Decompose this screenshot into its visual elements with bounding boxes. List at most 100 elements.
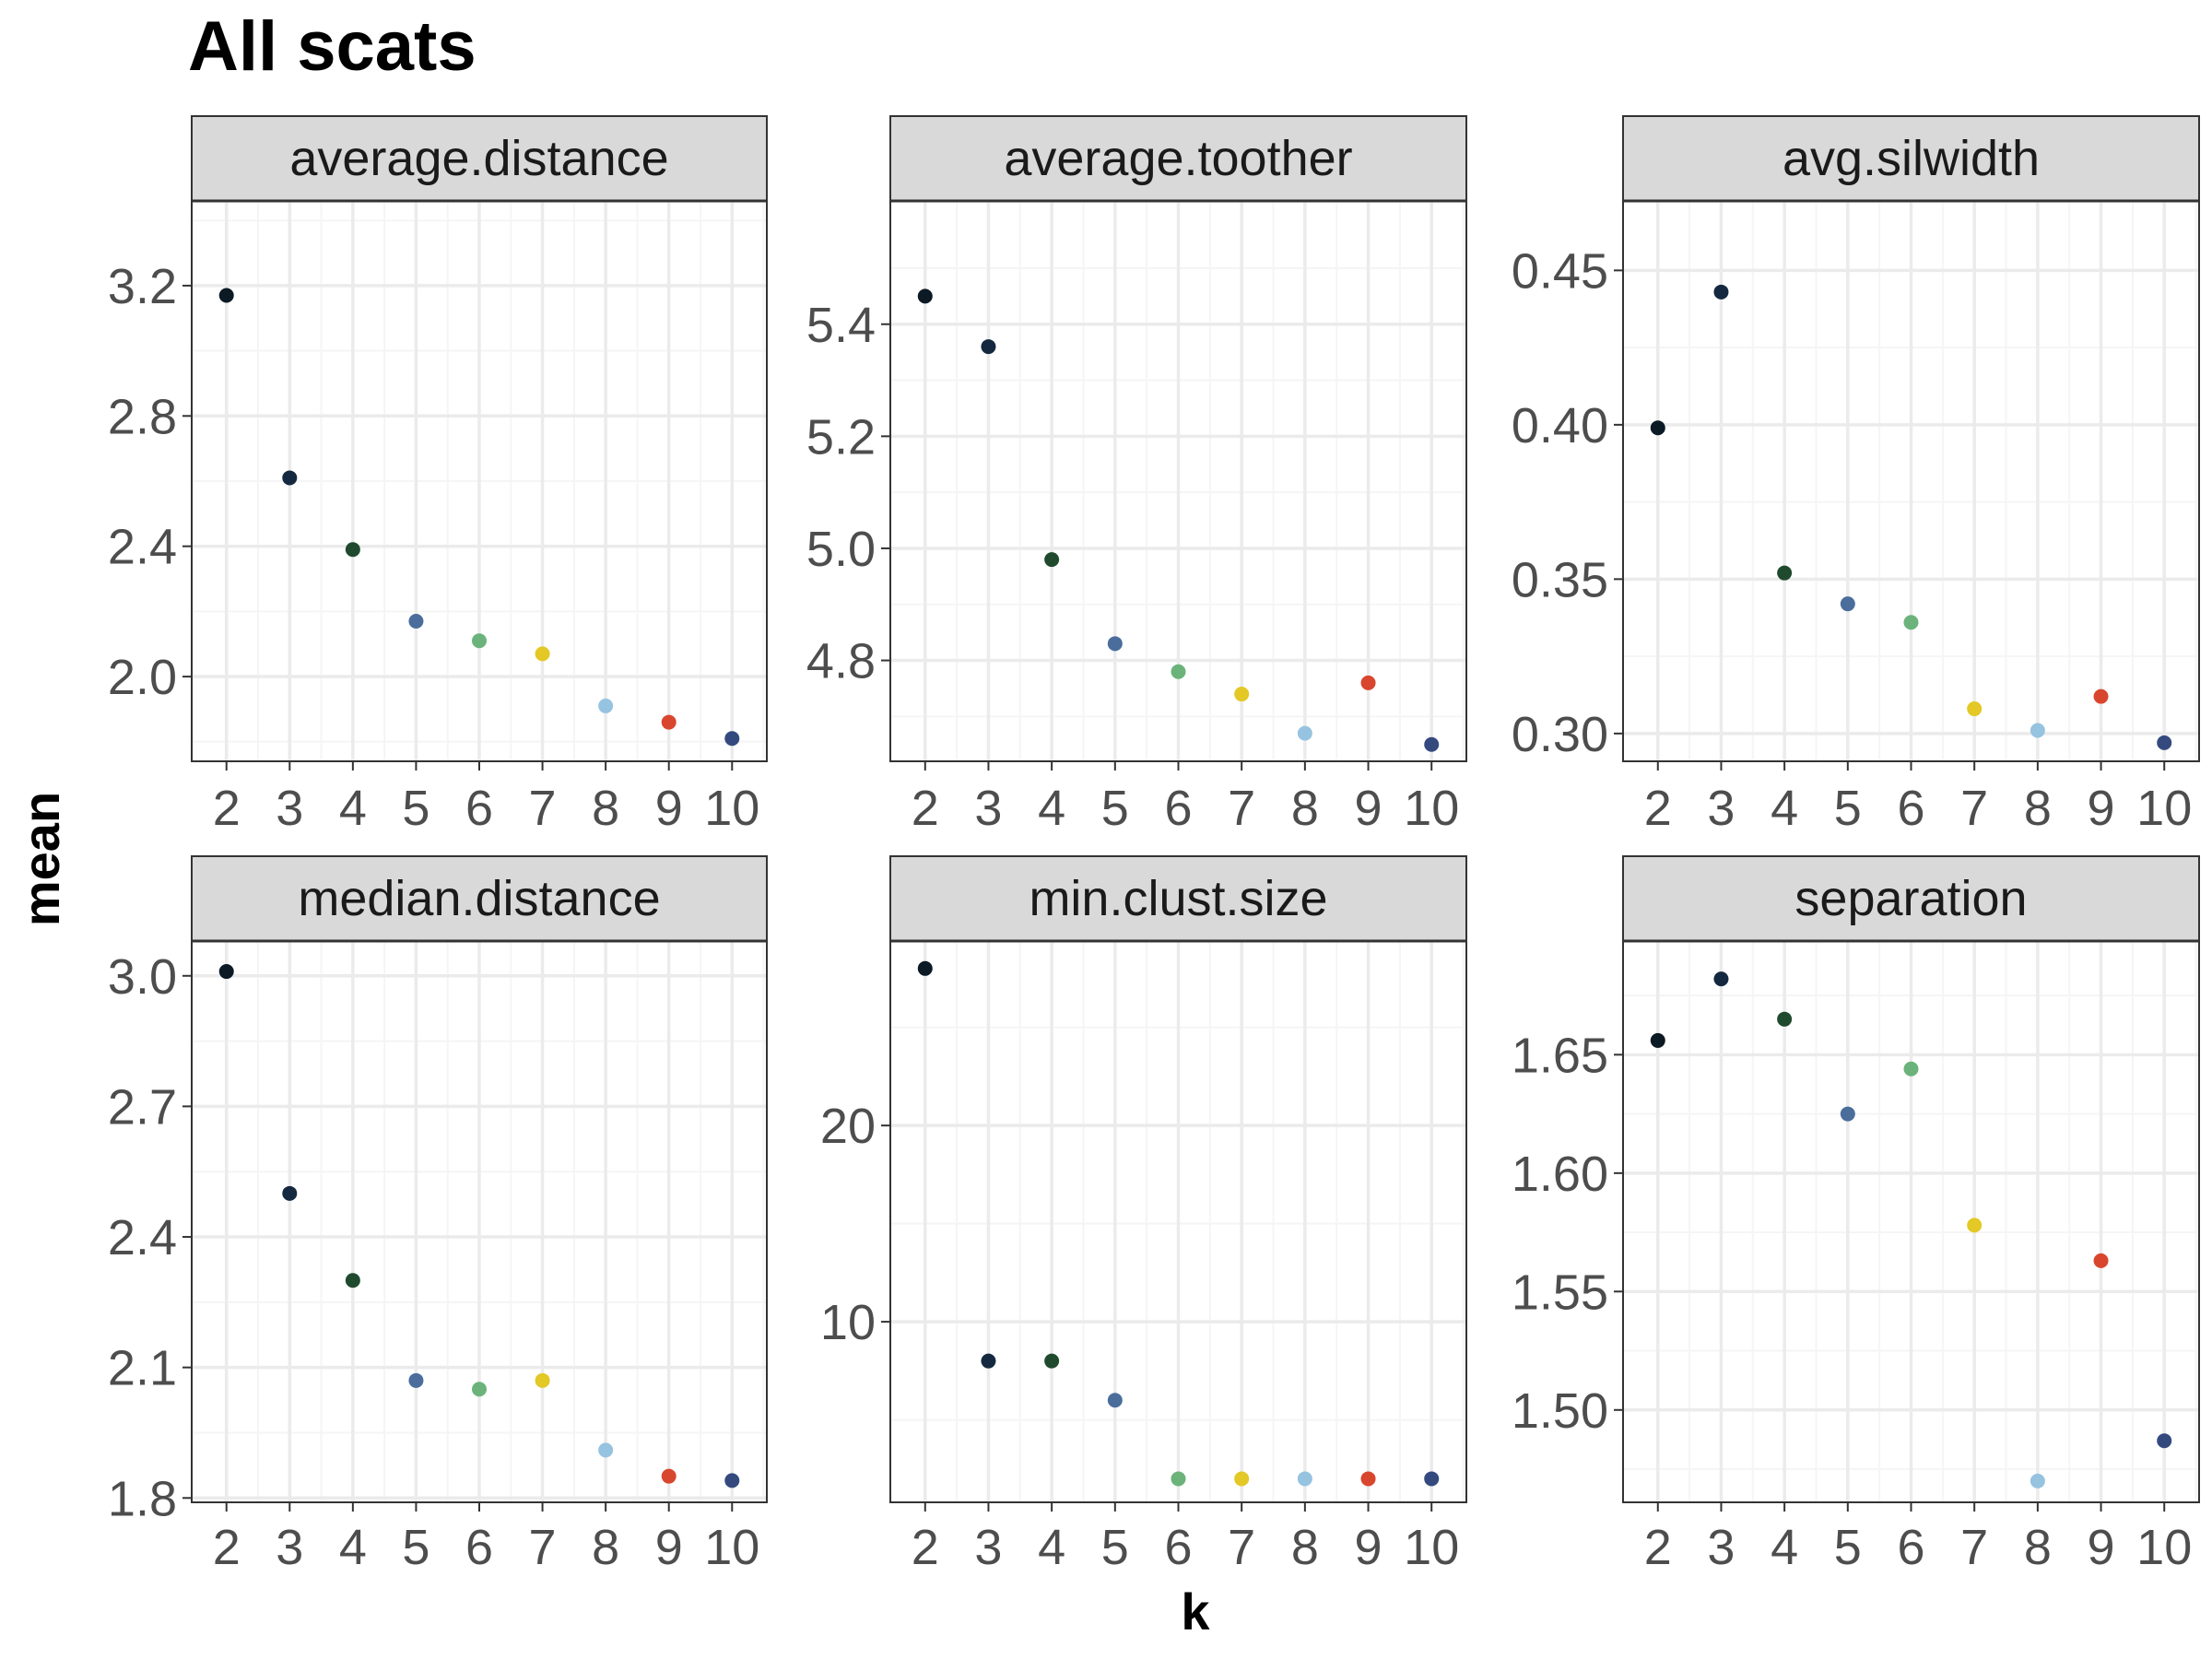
data-point-k2 [218,288,234,303]
data-point-k6 [1903,615,1919,630]
data-point-k7 [1234,687,1250,702]
data-point-k9 [661,1468,677,1484]
x-tick-label: 4 [339,781,367,836]
x-tick-label: 6 [1897,781,1924,836]
y-tick-label: 1.60 [1512,1147,1608,1202]
y-tick-label: 3.2 [108,259,177,314]
x-tick-label: 8 [1291,1520,1319,1575]
panel-average-toother: average.toother 4.8 5.0 5.2 5.4 2 3 4 5 6 7 8 9 10 [806,115,1467,836]
data-point-k10 [724,731,740,747]
data-point-k4 [345,542,360,558]
data-point-k5 [1107,1393,1123,1408]
y-tick-label: 2.1 [108,1341,177,1396]
facet-strip-label: average.distance [289,131,668,186]
panel-min-clust-size: min.clust.size 10 20 2 3 4 5 6 7 8 9 10 [820,855,1467,1575]
panel-average-distance: average.distance 2.0 2.4 2.8 3.2 2 3 4 5 6 7 8 9 10 [108,115,768,836]
data-point-k3 [282,1185,298,1201]
facet-strip [1622,855,2200,942]
data-point-k10 [1424,1471,1440,1487]
data-point-k7 [535,646,550,662]
x-tick-label: 10 [2136,781,2192,836]
data-point-k4 [345,1273,360,1288]
x-tick-label: 7 [529,781,557,836]
data-point-k6 [472,1382,487,1397]
y-tick-label: 2.4 [108,1210,177,1265]
x-tick-label: 8 [592,781,619,836]
data-point-k6 [1171,1471,1186,1487]
x-tick-label: 2 [213,781,241,836]
data-point-k5 [1107,636,1123,652]
data-point-k8 [2030,723,2045,738]
x-tick-label: 3 [974,781,1002,836]
data-point-k5 [1840,596,1855,612]
x-tick-label: 6 [465,781,493,836]
x-tick-label: 10 [2136,1520,2192,1575]
y-tick-label: 2.7 [108,1079,177,1135]
x-tick-label: 3 [276,1520,303,1575]
y-tick-label: 1.8 [108,1471,177,1526]
panel-avg-silwidth: avg.silwidth 0.30 0.35 0.40 0.45 2 3 4 5 6 7 8 9 10 [1512,115,2200,836]
x-tick-label: 7 [1960,1520,1988,1575]
data-point-k9 [1360,675,1376,690]
x-tick-label: 5 [1101,1520,1129,1575]
facet-strip-label: min.clust.size [1029,871,1327,926]
data-point-k7 [1234,1471,1250,1487]
data-point-k8 [2030,1473,2045,1488]
x-tick-label: 3 [1707,781,1735,836]
y-tick-label: 5.4 [806,298,876,353]
x-tick-label: 7 [1228,781,1255,836]
y-tick-label: 0.45 [1512,243,1608,299]
y-tick-label: 0.40 [1512,398,1608,453]
x-tick-label: 9 [2088,781,2115,836]
x-tick-label: 4 [1771,1520,1798,1575]
x-tick-label: 3 [974,1520,1002,1575]
x-tick-label: 4 [1038,1520,1065,1575]
x-tick-label: 8 [2024,781,2052,836]
data-point-k8 [1297,1471,1312,1487]
data-point-k10 [724,1473,740,1488]
x-tick-label: 6 [1897,1520,1924,1575]
facet-strip-label: median.distance [298,871,660,926]
data-point-k3 [1713,971,1729,987]
y-tick-label: 3.0 [108,949,177,1005]
x-tick-label: 8 [592,1520,619,1575]
facet-strip-label: separation [1794,871,2027,926]
x-tick-label: 6 [1164,1520,1192,1575]
data-point-k4 [1044,552,1060,568]
x-tick-label: 10 [1404,781,1459,836]
y-tick-label: 0.30 [1512,707,1608,762]
y-tick-label: 2.0 [108,650,177,705]
data-point-k6 [1171,664,1186,679]
y-tick-label: 2.4 [108,520,177,575]
data-point-k2 [1650,420,1665,436]
data-point-k8 [598,698,614,713]
x-tick-label: 2 [1644,1520,1672,1575]
y-tick-label: 20 [820,1099,876,1154]
x-tick-label: 3 [1707,1520,1735,1575]
data-point-k3 [981,1353,996,1369]
facet-strip-label: avg.silwidth [1783,131,2040,186]
x-tick-label: 5 [1834,1520,1862,1575]
data-point-k7 [1967,701,1983,717]
data-point-k7 [535,1372,550,1388]
data-point-k6 [472,633,487,649]
data-point-k3 [282,470,298,486]
x-tick-label: 10 [1404,1520,1459,1575]
x-tick-label: 10 [704,781,759,836]
x-tick-label: 4 [1771,781,1798,836]
data-point-k6 [1903,1061,1919,1077]
facet-strip [889,115,1467,202]
data-point-k2 [1650,1032,1665,1048]
x-tick-label: 7 [1960,781,1988,836]
y-tick-label: 1.50 [1512,1383,1608,1439]
data-point-k9 [2093,688,2109,704]
x-tick-label: 6 [1164,781,1192,836]
data-point-k4 [1777,565,1793,581]
x-tick-label: 9 [1355,1520,1382,1575]
y-tick-label: 1.65 [1512,1028,1608,1083]
data-point-k9 [1360,1471,1376,1487]
y-tick-label: 10 [820,1295,876,1350]
x-tick-label: 2 [912,781,939,836]
